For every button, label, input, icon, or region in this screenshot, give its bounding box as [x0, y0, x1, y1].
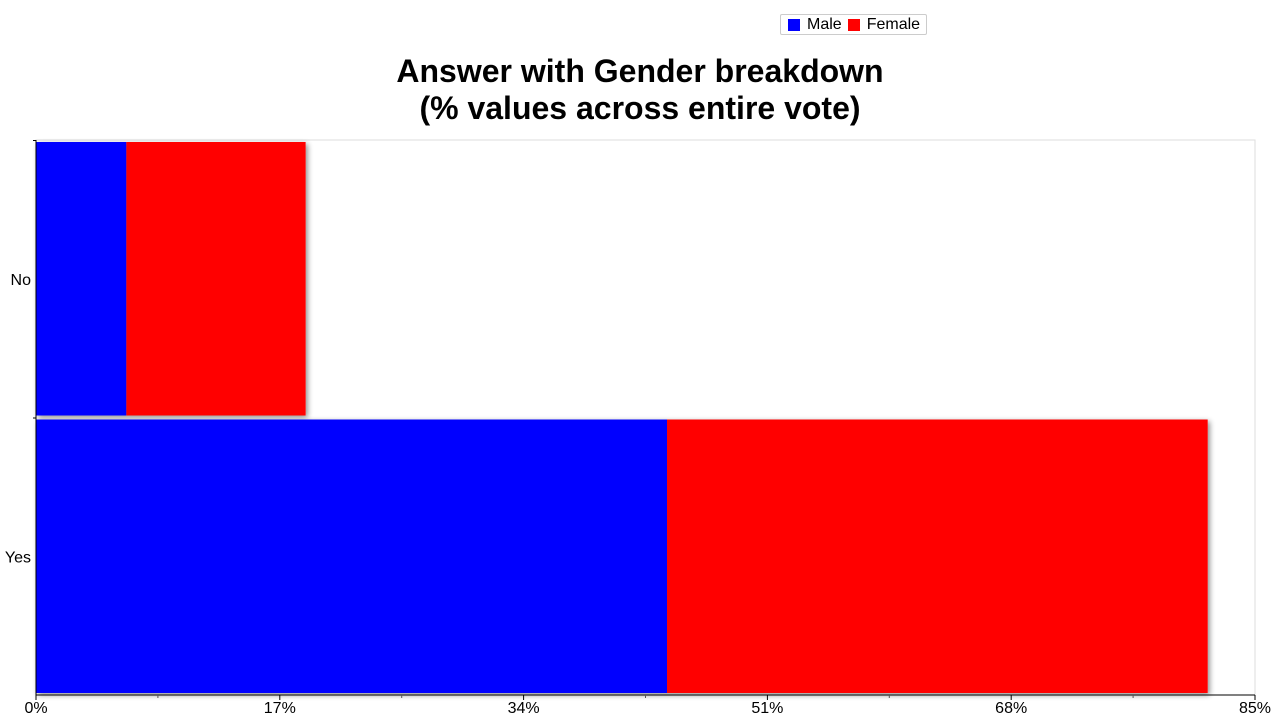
- chart-title-block: Answer with Gender breakdown (% values a…: [0, 53, 1280, 127]
- bar-no-female[interactable]: [126, 142, 306, 416]
- x-tick-label: 0%: [24, 700, 47, 717]
- legend-swatch-male: [788, 19, 800, 31]
- legend-swatch-female: [847, 19, 860, 31]
- legend-label-male: Male: [807, 15, 842, 33]
- x-tick-label: 51%: [751, 700, 783, 717]
- bar-yes-male[interactable]: [36, 419, 668, 694]
- y-tick-label: No: [11, 272, 32, 289]
- legend-item-female[interactable]: Female: [847, 15, 921, 34]
- x-tick-label: 85%: [1239, 700, 1271, 717]
- legend-item-male[interactable]: Male: [788, 16, 842, 34]
- x-tick-label: 68%: [995, 700, 1027, 717]
- x-tick-label: 34%: [508, 700, 540, 717]
- x-tick-label: 17%: [264, 700, 296, 717]
- chart-title: Answer with Gender breakdown: [396, 53, 884, 89]
- bar-yes-female[interactable]: [667, 419, 1208, 694]
- bar-stack-no: [36, 142, 306, 416]
- bar-no-male[interactable]: [36, 142, 127, 416]
- y-tick-label: Yes: [5, 549, 31, 566]
- chart-legend: Male Female: [780, 14, 928, 35]
- legend-label-female: Female: [866, 15, 921, 33]
- chart-subtitle: (% values across entire vote): [419, 90, 861, 126]
- bar-stack-yes: [36, 419, 1208, 694]
